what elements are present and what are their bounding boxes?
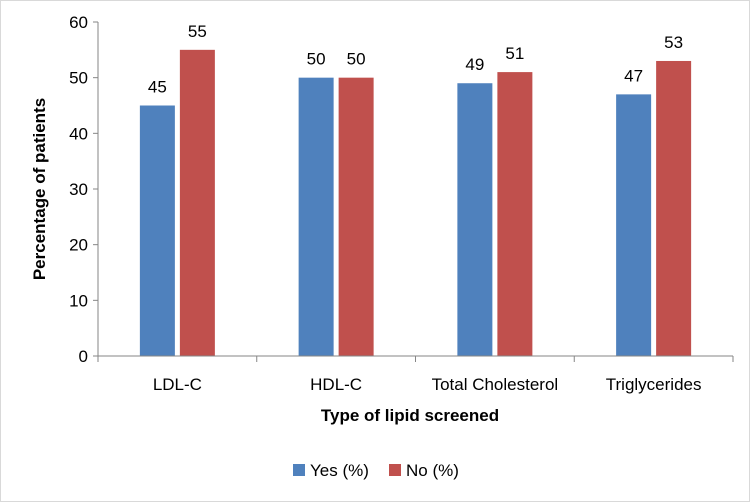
legend-label-yes: Yes (%) — [310, 461, 369, 480]
y-axis-title: Percentage of patients — [30, 98, 49, 280]
bar-yes-3 — [616, 94, 652, 356]
bar-no-1 — [338, 77, 374, 357]
data-labels: 45 55 50 50 49 51 47 53 — [148, 22, 683, 97]
legend-label-no: No (%) — [406, 461, 459, 480]
legend-swatch-yes — [293, 464, 305, 476]
data-label-yes-2: 49 — [465, 55, 484, 74]
legend: Yes (%) No (%) — [293, 461, 459, 480]
x-axis-title: Type of lipid screened — [321, 406, 499, 425]
bar-yes-1 — [298, 77, 334, 357]
data-label-no-2: 51 — [505, 44, 524, 63]
bar-no-2 — [497, 72, 533, 356]
axes — [97, 22, 734, 362]
y-tick-label: 30 — [69, 180, 88, 199]
x-axis-labels: LDL-C HDL-C Total Cholesterol Triglycerides — [153, 375, 702, 394]
x-tick-label: LDL-C — [153, 375, 202, 394]
legend-swatch-no — [389, 464, 401, 476]
x-tick-label: Total Cholesterol — [432, 375, 559, 394]
x-tick-label: HDL-C — [310, 375, 362, 394]
x-tick-label: Triglycerides — [606, 375, 702, 394]
data-label-yes-3: 47 — [624, 66, 643, 85]
data-label-no-3: 53 — [664, 33, 683, 52]
y-tick-label: 0 — [79, 347, 88, 366]
data-label-yes-0: 45 — [148, 78, 167, 97]
y-tick-label: 20 — [69, 236, 88, 255]
data-label-yes-1: 50 — [307, 50, 326, 69]
y-tick-label: 40 — [69, 124, 88, 143]
y-tick-label: 50 — [69, 69, 88, 88]
bar-yes-2 — [457, 83, 493, 356]
bars-layer — [139, 49, 692, 357]
bar-no-3 — [656, 60, 692, 356]
y-tick-label: 60 — [69, 13, 88, 32]
data-label-no-1: 50 — [347, 50, 366, 69]
bar-yes-0 — [139, 105, 175, 356]
data-label-no-0: 55 — [188, 22, 207, 41]
bar-no-0 — [179, 49, 215, 356]
y-tick-label: 10 — [69, 291, 88, 310]
y-axis-ticks: 0 10 20 30 40 50 60 — [69, 13, 98, 366]
